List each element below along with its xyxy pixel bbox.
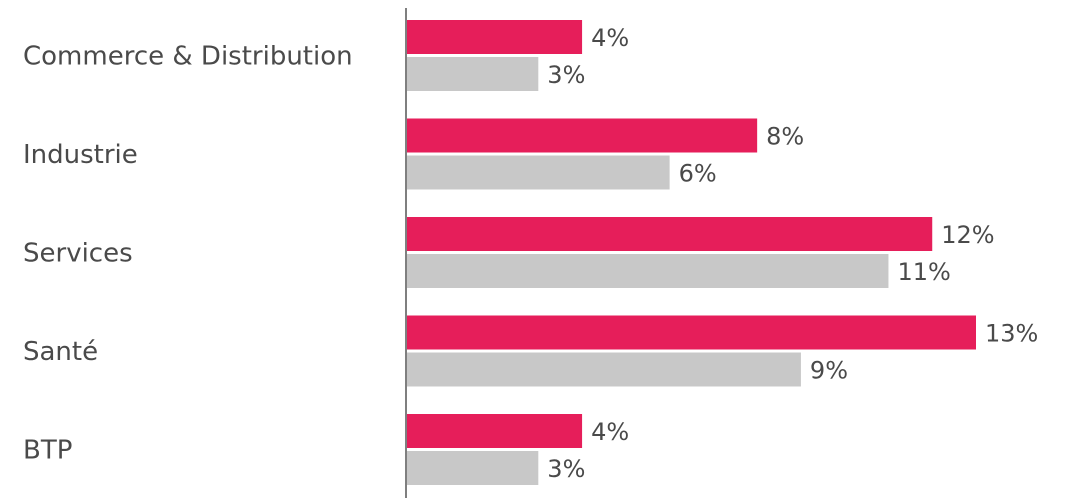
value-labels: 4%3%8%6%12%11%13%9%4%3% [547,24,1038,483]
value-label-series-1-commerce-distribution: 4% [591,24,629,52]
value-label-series-1-services: 12% [941,221,994,249]
value-label-series-1-industrie: 8% [766,123,804,151]
bar-series-1-commerce-distribution [407,20,583,54]
bar-series-2-sante [407,352,801,387]
value-label-series-2-industrie: 6% [679,160,717,188]
category-labels: Commerce & Distribution Industrie Services… [23,42,353,466]
bar-series-1-industrie [407,118,758,153]
bar-series-1-services [407,217,933,251]
bar-series-2-btp [407,451,539,485]
bars [407,20,976,485]
value-label-series-1-btp: 4% [591,418,629,446]
bar-series-1-sante [407,315,976,350]
category-label-services: Services [23,239,133,269]
category-label-btp: BTP [23,436,72,466]
category-label-sante: Santé [23,337,98,367]
category-label-industrie: Industrie [23,140,138,170]
value-label-series-2-commerce-distribution: 3% [547,61,585,89]
category-label-commerce-distribution: Commerce & Distribution [23,42,353,72]
bar-series-1-btp [407,414,583,448]
bar-series-2-commerce-distribution [407,57,539,91]
value-label-series-2-btp: 3% [547,455,585,483]
value-label-series-1-sante: 13% [985,320,1038,348]
value-label-series-2-sante: 9% [810,357,848,385]
bar-series-2-industrie [407,155,670,190]
value-label-series-2-services: 11% [897,258,950,286]
bar-series-2-services [407,254,889,288]
